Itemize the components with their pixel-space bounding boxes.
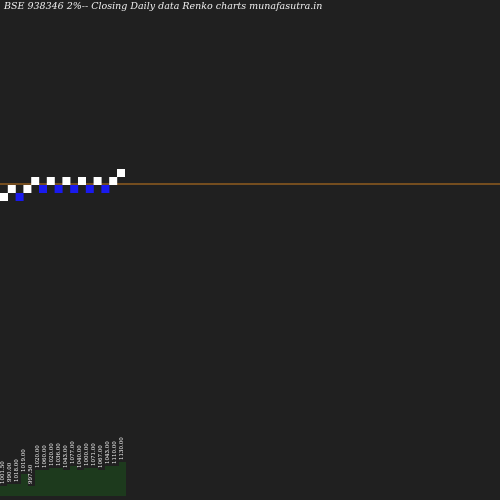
volume-label: 1043.00 — [63, 445, 69, 468]
volume-bar — [28, 486, 35, 496]
volume-bar — [7, 484, 14, 496]
volume-bar — [35, 470, 42, 496]
volume-bar — [91, 468, 98, 496]
renko-brick-up — [117, 169, 125, 177]
volume-bar — [42, 470, 49, 496]
volume-label: 1018.00 — [14, 459, 20, 482]
volume-bar — [49, 468, 56, 496]
volume-label: 1060.00 — [42, 445, 48, 468]
renko-bricks — [0, 169, 125, 201]
volume-label: 990.00 — [7, 462, 13, 482]
volume-labels: 1001.50 990.00 1018.00 1019.00997.501020.00… — [0, 437, 125, 484]
volume-bar — [98, 470, 105, 496]
renko-brick-up — [0, 193, 8, 201]
renko-brick-down — [15, 193, 24, 201]
renko-brick-down — [70, 185, 79, 193]
volume-label: 1020.00 — [35, 445, 41, 468]
volume-bar — [84, 468, 91, 496]
volume-label: 1019.00 — [21, 449, 27, 472]
volume-bars — [0, 462, 126, 496]
volume-label: 1043.00 — [105, 441, 111, 464]
volume-bar — [63, 470, 70, 496]
volume-bar — [112, 466, 119, 496]
renko-brick-down — [85, 185, 94, 193]
volume-label: 1001.50 — [0, 461, 6, 484]
volume-bar — [56, 468, 63, 496]
volume-bar — [70, 466, 77, 496]
volume-bar — [77, 470, 84, 496]
renko-brick-down — [39, 185, 47, 193]
volume-label: 1000.00 — [84, 443, 90, 466]
volume-label: 1077.00 — [70, 441, 76, 464]
renko-brick-up — [31, 177, 40, 185]
renko-brick-up — [109, 177, 118, 185]
renko-brick-up — [78, 177, 86, 185]
volume-label: 1036.00 — [56, 443, 62, 466]
volume-label: 1067.00 — [98, 445, 104, 468]
renko-brick-down — [101, 185, 110, 193]
volume-label: 1130.00 — [119, 437, 125, 460]
volume-bar — [21, 474, 28, 496]
volume-label: 1020.00 — [49, 443, 55, 466]
renko-brick-up — [7, 185, 16, 193]
renko-brick-up — [46, 177, 55, 185]
renko-brick-up — [62, 177, 71, 185]
volume-label: 1110.00 — [112, 441, 118, 464]
volume-bar — [14, 484, 21, 496]
volume-label: 997.50 — [28, 464, 34, 484]
renko-brick-up — [93, 177, 102, 185]
volume-label: 1040.00 — [77, 445, 83, 468]
chart-title: BSE 938346 2%-- Closing Daily data Renko… — [4, 1, 323, 12]
renko-brick-down — [54, 185, 63, 193]
volume-label: 1071.00 — [91, 443, 97, 466]
volume-bar — [0, 486, 7, 496]
volume-bar — [119, 462, 126, 496]
renko-brick-up — [23, 185, 32, 193]
volume-bar — [105, 466, 112, 496]
